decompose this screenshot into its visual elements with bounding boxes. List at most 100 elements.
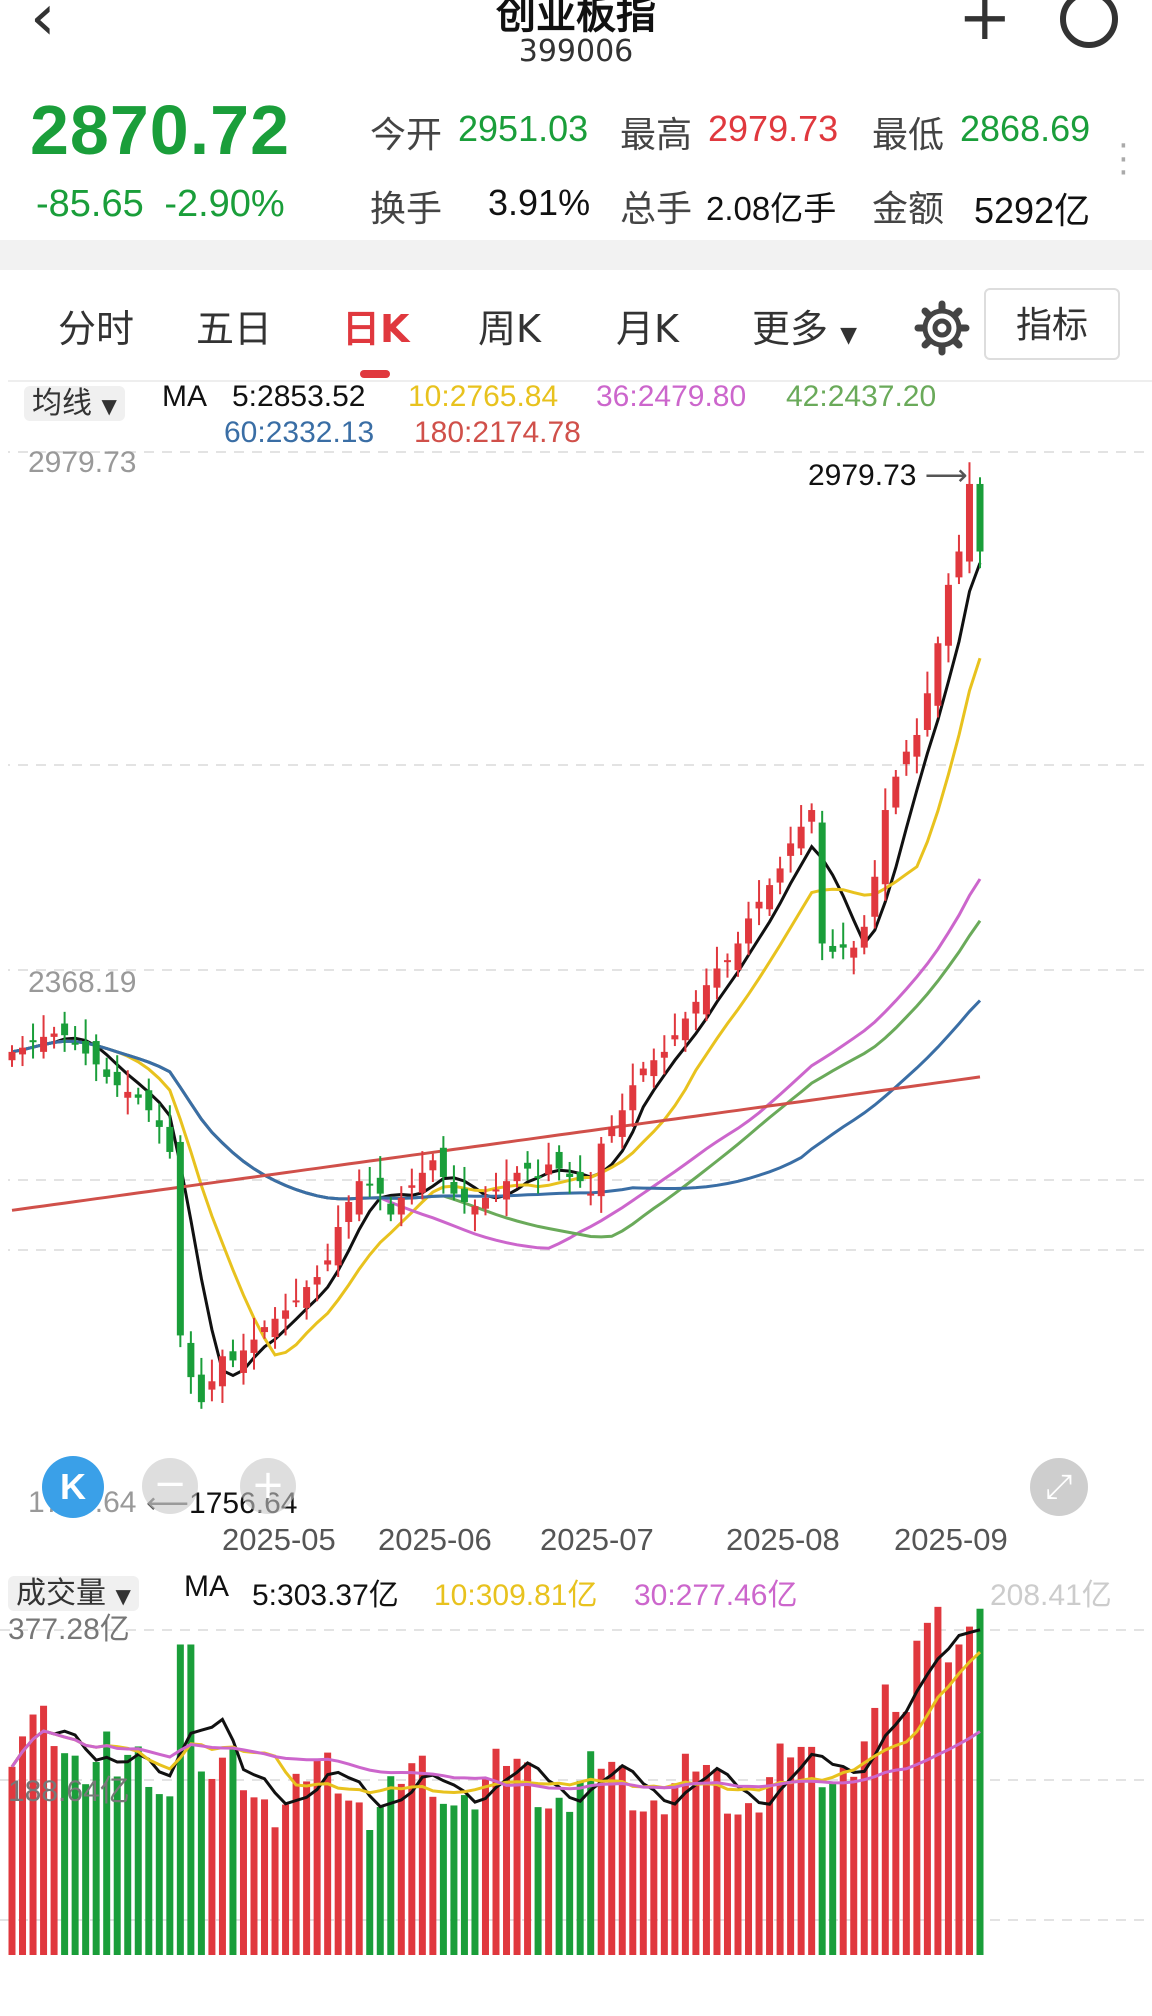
candle-body bbox=[187, 1342, 195, 1378]
chart-left-edge bbox=[0, 380, 8, 1560]
volume-bar bbox=[134, 1746, 142, 1955]
volume-bar bbox=[8, 1766, 16, 1955]
candle-body bbox=[282, 1310, 290, 1319]
volume-bar bbox=[450, 1805, 458, 1955]
volume-bar bbox=[839, 1767, 847, 1955]
ma42-value: 42:2437.20 bbox=[786, 380, 937, 413]
volume-bar bbox=[460, 1795, 468, 1955]
volume-bar bbox=[555, 1797, 563, 1955]
candle-body bbox=[376, 1177, 384, 1194]
candle-body bbox=[534, 1176, 542, 1179]
volume-y-top-label: 377.28亿 bbox=[8, 1613, 130, 1646]
volume-bar bbox=[534, 1807, 542, 1955]
candle-body bbox=[639, 1068, 647, 1076]
volume-bar bbox=[955, 1644, 963, 1955]
candle-body bbox=[345, 1201, 353, 1223]
x-label-2025-06: 2025-06 bbox=[378, 1522, 492, 1557]
x-label-2025-08: 2025-08 bbox=[726, 1522, 840, 1557]
volume-bar bbox=[850, 1776, 858, 1955]
candle-body bbox=[208, 1381, 216, 1390]
candle-body bbox=[965, 483, 973, 562]
candle-body bbox=[503, 1181, 511, 1200]
search-icon[interactable] bbox=[1060, 0, 1118, 48]
zoom-in-icon[interactable]: + bbox=[240, 1458, 296, 1514]
index-code: 399006 bbox=[518, 34, 634, 69]
volume-chart[interactable] bbox=[0, 1560, 1152, 2000]
kline-chart[interactable] bbox=[0, 380, 1152, 1560]
volume-bar bbox=[650, 1800, 658, 1955]
ma10-value: 10:2765.84 bbox=[408, 380, 559, 413]
candle-body bbox=[513, 1172, 521, 1182]
candle-body bbox=[429, 1160, 437, 1171]
fullscreen-expand-icon[interactable]: ⤢ bbox=[1030, 1458, 1088, 1516]
settings-gear-icon[interactable] bbox=[914, 300, 970, 356]
volume-bar bbox=[397, 1783, 405, 1955]
ma-selector[interactable]: 均线 ▼ bbox=[24, 378, 125, 422]
candle-body bbox=[71, 1042, 79, 1045]
candle-body bbox=[8, 1051, 16, 1061]
volume-bar bbox=[271, 1827, 279, 1955]
volume-bar bbox=[860, 1741, 868, 1955]
zoom-out-icon[interactable]: − bbox=[142, 1458, 198, 1514]
candle-body bbox=[334, 1227, 342, 1266]
candle-body bbox=[871, 876, 879, 917]
candle-body bbox=[197, 1374, 205, 1403]
vol-ma30-value: 30:277.46亿 bbox=[634, 1579, 798, 1612]
indicator-button[interactable]: 指标 bbox=[984, 288, 1120, 360]
volume-bar bbox=[524, 1762, 532, 1955]
volume-bar bbox=[313, 1760, 321, 1955]
candle-body bbox=[155, 1120, 163, 1127]
volume-bar bbox=[471, 1809, 479, 1955]
volume-ma5-line bbox=[10, 1628, 981, 1809]
volume-bar bbox=[681, 1753, 689, 1955]
tab-daily-k[interactable]: 日K bbox=[342, 307, 410, 351]
x-label-2025-05: 2025-05 bbox=[222, 1522, 336, 1557]
volume-bar bbox=[334, 1793, 342, 1955]
candle-body bbox=[439, 1147, 447, 1177]
vol-ma5-value: 5:303.37亿 bbox=[252, 1579, 399, 1612]
volume-bar bbox=[639, 1811, 647, 1955]
tab-monthly-k[interactable]: 月K bbox=[616, 307, 679, 351]
k-badge-icon[interactable]: K bbox=[42, 1456, 104, 1518]
candle-body bbox=[976, 483, 984, 552]
volume-bar bbox=[145, 1786, 153, 1955]
candle-body bbox=[587, 1193, 595, 1196]
volume-bar bbox=[587, 1751, 595, 1955]
candle-body bbox=[176, 1141, 184, 1336]
candle-body bbox=[660, 1051, 668, 1058]
candle-body bbox=[923, 693, 931, 730]
candle-body bbox=[82, 1041, 90, 1054]
tab-intraday[interactable]: 分时 bbox=[58, 307, 135, 351]
volume-bar bbox=[797, 1746, 805, 1955]
candle-body bbox=[113, 1071, 121, 1086]
volume-bar bbox=[61, 1753, 69, 1955]
candle-body bbox=[460, 1188, 468, 1202]
volume-bar bbox=[324, 1752, 332, 1955]
tab-more[interactable]: 更多 ▼ bbox=[752, 298, 857, 353]
volume-bar bbox=[566, 1811, 574, 1955]
high-marker-value: 2979.73 bbox=[808, 459, 917, 492]
total-hands-value: 2.08亿手 bbox=[706, 190, 837, 227]
candle-body bbox=[355, 1181, 363, 1215]
open-label: 今开 bbox=[370, 115, 443, 156]
section-divider bbox=[0, 240, 1152, 270]
candle-body bbox=[61, 1023, 69, 1036]
add-plus-icon[interactable]: + bbox=[958, 0, 1012, 55]
volume-right-label: 208.41亿 bbox=[990, 1579, 1112, 1612]
dropdown-caret-icon: ▼ bbox=[115, 1584, 131, 1608]
tab-weekly-k[interactable]: 周K bbox=[478, 307, 541, 351]
volume-bar bbox=[923, 1622, 931, 1955]
volume-bar bbox=[208, 1778, 216, 1955]
tab-five-day[interactable]: 五日 bbox=[196, 307, 273, 351]
amount-label: 金额 bbox=[872, 189, 945, 230]
volume-selector-label: 成交量 bbox=[16, 1576, 106, 1611]
turnover-value: 3.91% bbox=[488, 182, 591, 223]
candle-body bbox=[418, 1172, 426, 1193]
index-title: 创业板指 bbox=[496, 0, 656, 38]
back-chevron-icon[interactable]: ‹ bbox=[30, 0, 56, 55]
volume-bar bbox=[723, 1813, 731, 1955]
volume-bar bbox=[934, 1606, 942, 1955]
candle-body bbox=[271, 1318, 279, 1338]
volume-selector[interactable]: 成交量 ▼ bbox=[8, 1568, 139, 1612]
more-dots-icon[interactable]: · · · bbox=[1118, 126, 1129, 194]
